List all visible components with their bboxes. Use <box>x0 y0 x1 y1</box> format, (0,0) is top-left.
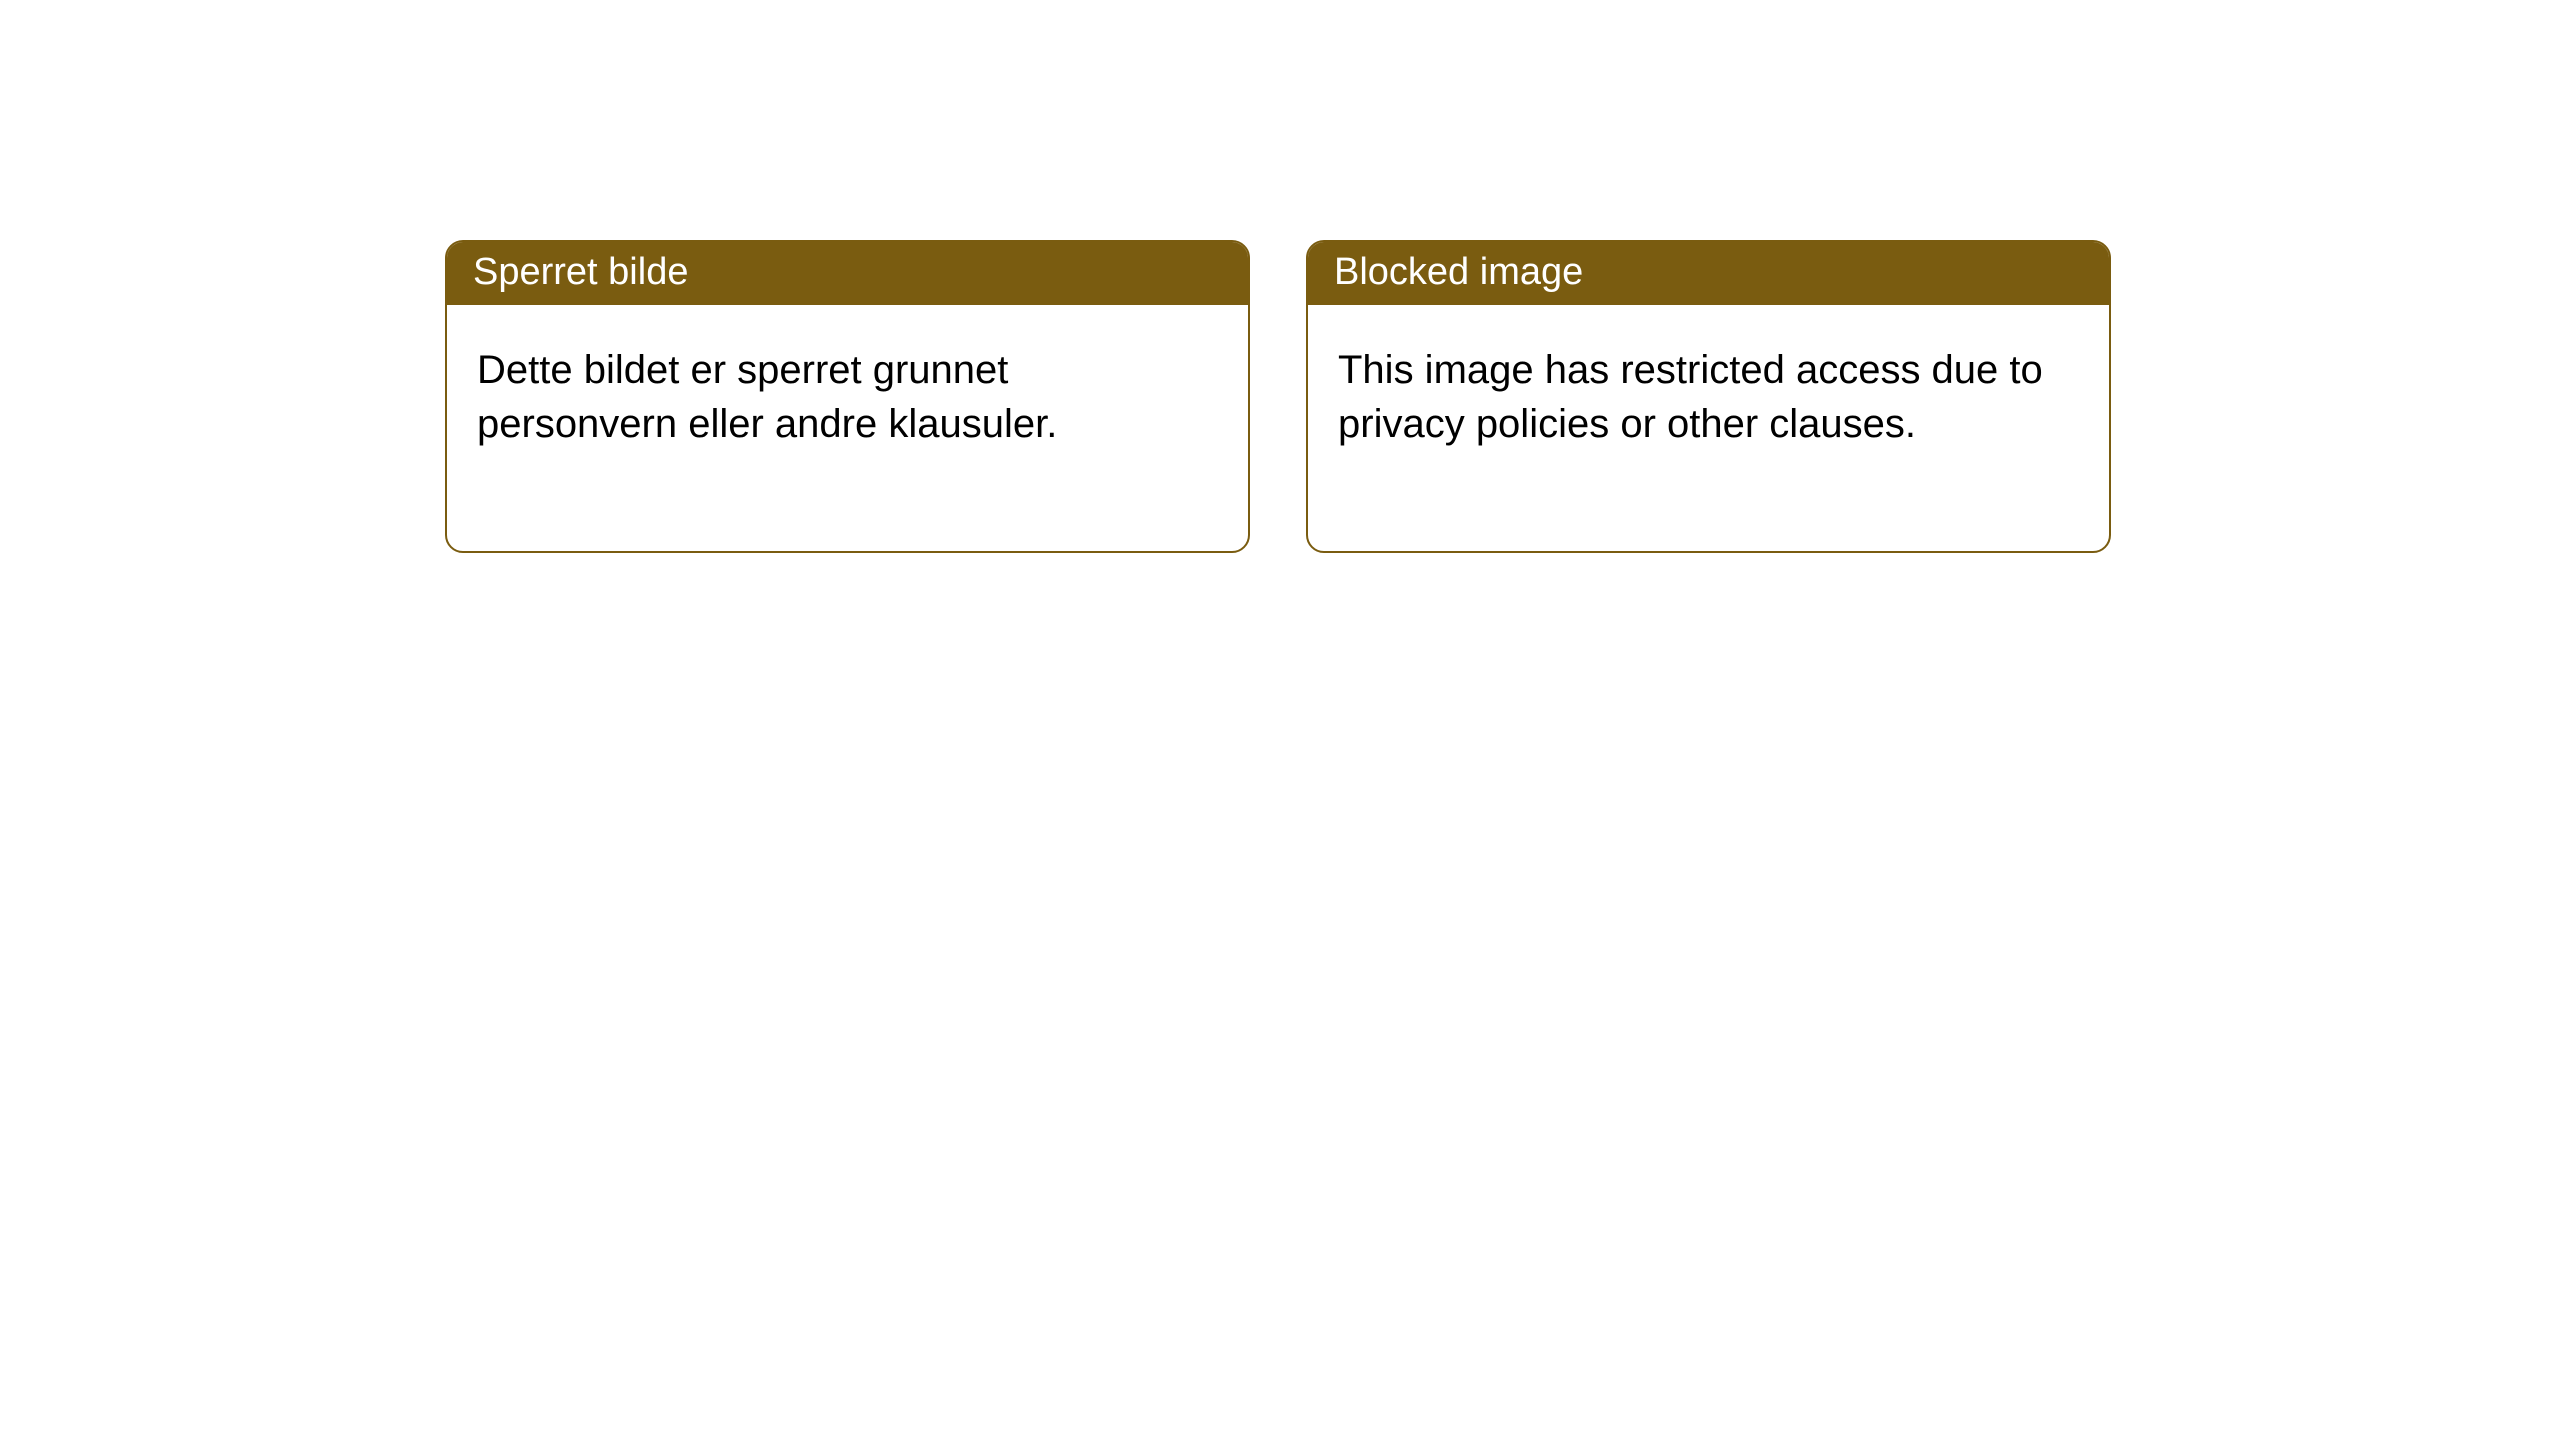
card-title: Sperret bilde <box>473 251 688 293</box>
card-body-text: Dette bildet er sperret grunnet personve… <box>477 348 1057 446</box>
card-body-text: This image has restricted access due to … <box>1338 348 2043 446</box>
card-body: Dette bildet er sperret grunnet personve… <box>447 305 1248 551</box>
blocked-image-card-no: Sperret bilde Dette bildet er sperret gr… <box>445 240 1250 553</box>
blocked-image-card-en: Blocked image This image has restricted … <box>1306 240 2111 553</box>
blocked-image-notices: Sperret bilde Dette bildet er sperret gr… <box>445 240 2111 553</box>
card-header: Blocked image <box>1308 242 2109 305</box>
card-header: Sperret bilde <box>447 242 1248 305</box>
card-title: Blocked image <box>1334 251 1583 293</box>
card-body: This image has restricted access due to … <box>1308 305 2109 551</box>
